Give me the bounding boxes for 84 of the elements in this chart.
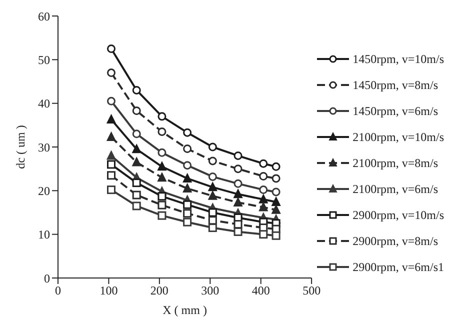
point — [259, 172, 268, 181]
point — [208, 216, 217, 225]
point — [182, 183, 192, 192]
point — [158, 112, 166, 121]
y-tick-label: 0 — [44, 271, 50, 286]
x-tick-label: 100 — [100, 284, 118, 298]
point — [132, 144, 142, 154]
point — [234, 189, 243, 198]
point — [157, 162, 166, 171]
legend-label: 2900rpm, v=6m/s1 — [352, 260, 444, 274]
point — [258, 202, 268, 212]
point — [107, 186, 116, 194]
x-axis-title: X ( mm ) — [162, 303, 207, 317]
point — [234, 227, 242, 236]
y-tick-label: 40 — [38, 96, 50, 111]
point — [106, 132, 116, 141]
y-tick-label: 20 — [38, 184, 50, 198]
point — [259, 230, 268, 239]
point — [106, 114, 116, 124]
point — [208, 224, 217, 232]
point — [107, 96, 116, 106]
point — [158, 148, 166, 157]
legend-label: 2100rpm, v=10m/s — [352, 130, 444, 144]
point — [183, 200, 192, 209]
point — [183, 144, 192, 153]
point — [132, 157, 142, 166]
point — [183, 161, 192, 170]
point — [158, 211, 166, 220]
x-tick-label: 500 — [302, 284, 321, 298]
point — [272, 162, 280, 171]
point — [183, 128, 192, 137]
point — [182, 173, 192, 182]
point — [259, 159, 268, 168]
legend-label: 1450rpm, v=6m/s — [352, 104, 438, 118]
point — [183, 218, 192, 226]
legend-label: 2900rpm, v=8m/s — [352, 234, 438, 248]
legend-label: 2100rpm, v=6m/s — [352, 182, 438, 196]
legend-label: 1450rpm, v=8m/s — [352, 78, 438, 92]
point — [208, 156, 217, 166]
point — [208, 172, 217, 181]
point — [107, 44, 116, 53]
point — [234, 179, 242, 188]
point — [272, 231, 280, 240]
point — [208, 208, 217, 217]
point — [158, 200, 166, 210]
x-tick-label: 200 — [150, 284, 168, 298]
point — [272, 174, 280, 183]
point — [107, 160, 116, 169]
legend-label: 2900rpm, v=10m/s — [352, 208, 444, 222]
point — [132, 178, 141, 188]
point — [272, 197, 281, 206]
point — [132, 106, 141, 116]
x-tick-label: 400 — [252, 284, 270, 298]
point — [208, 190, 218, 200]
point — [158, 192, 166, 201]
point — [259, 186, 268, 194]
point — [132, 190, 141, 200]
point — [183, 209, 192, 218]
y-tick-label: 30 — [38, 140, 50, 154]
point — [208, 182, 218, 192]
point — [234, 197, 243, 206]
point — [106, 150, 116, 160]
legend-label: 2100rpm, v=8m/s — [352, 156, 438, 170]
point — [132, 86, 141, 94]
point — [234, 220, 242, 229]
x-tick-label: 0 — [55, 284, 61, 298]
point — [132, 130, 141, 138]
point — [272, 188, 280, 196]
legend-label: 1450rpm, v=10m/s — [352, 52, 444, 66]
point — [258, 194, 268, 204]
y-tick-label: 50 — [38, 52, 50, 67]
point — [272, 204, 281, 214]
point — [158, 127, 166, 136]
point — [132, 202, 141, 210]
point — [234, 151, 242, 160]
point — [107, 171, 116, 180]
point — [157, 172, 166, 182]
point — [208, 142, 217, 152]
y-tick-label: 60 — [38, 9, 50, 24]
y-tick-label: 10 — [38, 228, 50, 242]
point — [234, 164, 242, 174]
x-tick-label: 300 — [201, 284, 220, 298]
point — [107, 68, 116, 78]
y-axis-title: dc ( um ) — [13, 125, 28, 169]
